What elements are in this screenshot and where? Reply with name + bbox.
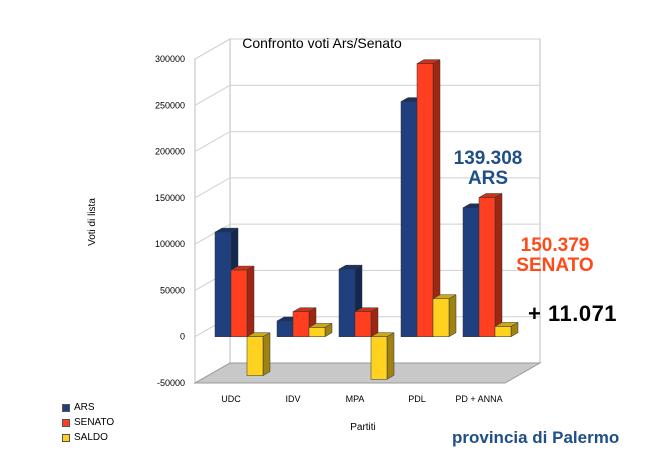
y-axis-label: Voti di lista xyxy=(87,198,98,246)
bar-side xyxy=(262,332,271,377)
bar-front xyxy=(494,326,512,337)
legend: ARS SENATO SALDO xyxy=(62,400,114,445)
x-axis-label: Partiti xyxy=(350,422,376,433)
bar-front xyxy=(308,327,326,337)
y-tick-label: 200000 xyxy=(155,147,185,157)
bar-front xyxy=(370,336,388,380)
x-tick-label: MPA xyxy=(346,394,365,404)
legend-label-saldo: SALDO xyxy=(74,432,108,443)
legend-label-senato: SENATO xyxy=(74,417,115,428)
legend-swatch-saldo xyxy=(62,433,70,442)
bar-front xyxy=(478,197,496,337)
y-tick-label: 50000 xyxy=(160,285,185,295)
bar-idv-saldo xyxy=(308,323,333,338)
x-tick-label: IDV xyxy=(285,394,300,404)
annotation-ars-value: 139.308 xyxy=(453,148,523,169)
x-tick-label: UDC xyxy=(221,394,241,404)
bar-front xyxy=(400,101,418,337)
bar-mpa-senato xyxy=(354,307,379,338)
bar-side xyxy=(448,294,457,338)
annotation-senato-label: SENATO xyxy=(516,254,594,276)
legend-swatch-senato xyxy=(62,418,70,427)
bar-pd-anna-saldo xyxy=(494,322,519,338)
floor xyxy=(193,362,542,384)
y-tick-label: 150000 xyxy=(155,193,185,203)
legend-item-ars: ARS xyxy=(62,400,114,415)
chart-frame xyxy=(193,38,542,384)
y-tick-label: 100000 xyxy=(155,239,185,249)
bar-side xyxy=(386,332,395,380)
bar-pdl-saldo xyxy=(432,294,457,338)
legend-label-ars: ARS xyxy=(74,402,95,413)
x-axis-categories: UDC IDV MPA PDL PD + ANNA xyxy=(221,394,502,404)
bar-front xyxy=(276,320,294,337)
bar-front xyxy=(214,231,232,337)
bar-front xyxy=(292,311,310,337)
annotation-ars-label: ARS xyxy=(467,167,509,189)
x-tick-label: PDL xyxy=(408,394,426,404)
gridline xyxy=(194,38,540,60)
bar-udc-senato xyxy=(230,265,255,338)
bar-side xyxy=(370,307,379,338)
bar-front xyxy=(246,336,264,376)
annotation-senato: 150.379 SENATO xyxy=(505,236,605,276)
x-tick-label: PD + ANNA xyxy=(455,394,502,404)
legend-item-saldo: SALDO xyxy=(62,430,114,445)
bar-front xyxy=(416,63,434,337)
y-tick-label: 0 xyxy=(180,332,185,342)
bars-group xyxy=(214,59,519,380)
bar-front xyxy=(432,298,450,337)
y-axis-ticks: 300000 250000 200000 150000 100000 50000 0 -500… xyxy=(155,54,185,388)
bar-front xyxy=(230,269,248,337)
y-tick-label: -50000 xyxy=(157,378,185,388)
bar-pd-anna-senato xyxy=(478,193,503,338)
legend-item-senato: SENATO xyxy=(62,415,114,430)
bar-front xyxy=(338,268,356,337)
footer-caption: provincia di Palermo xyxy=(452,428,620,447)
annotation-senato-value: 150.379 xyxy=(520,235,590,256)
y-tick-label: 300000 xyxy=(155,54,185,64)
bar-side xyxy=(494,193,503,338)
bar-udc-saldo xyxy=(246,332,271,377)
y-tick-label: 250000 xyxy=(155,100,185,110)
bar-pdl-senato xyxy=(416,59,441,338)
chart-title: Confronto voti Ars/Senato xyxy=(242,35,402,51)
annotation-ars: 139.308 ARS xyxy=(438,149,538,189)
bar-mpa-saldo xyxy=(370,332,395,380)
bar-front xyxy=(462,207,480,337)
bar-side xyxy=(246,265,255,338)
bar-front xyxy=(354,311,372,337)
annotation-saldo: + 11.071 xyxy=(528,301,618,326)
legend-swatch-ars xyxy=(62,403,70,412)
